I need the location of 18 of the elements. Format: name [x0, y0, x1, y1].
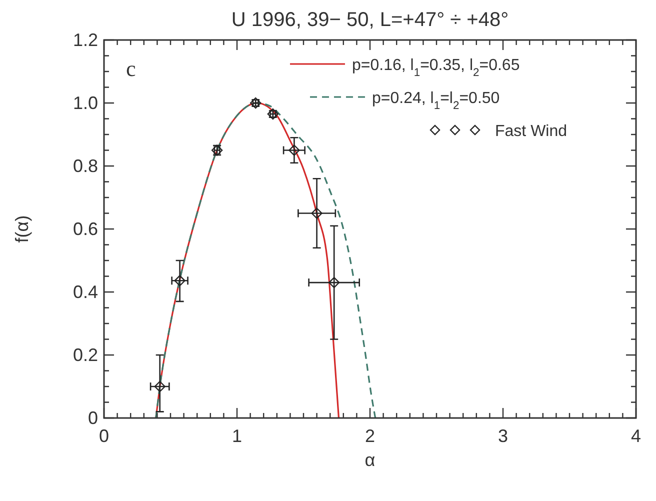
- annotation: c: [126, 56, 136, 81]
- y-axis-title: f(α): [12, 215, 32, 243]
- x-tick-label: 2: [364, 426, 376, 446]
- y-tick-label: 1.0: [72, 93, 98, 113]
- y-tick-label: 0: [88, 408, 98, 428]
- x-tick-label: 4: [630, 426, 642, 446]
- y-tick-label: 0.4: [72, 282, 98, 302]
- y-tick-label: 1.2: [72, 30, 98, 50]
- y-tick-label: 0.8: [72, 156, 98, 176]
- x-tick-label: 1: [232, 426, 242, 446]
- y-tick-label: 0.6: [72, 219, 98, 239]
- legend-label: p=0.24, l$_{1}$=l$_{2}$=0.50: [372, 90, 500, 112]
- y-tick-label: 0.2: [72, 345, 98, 365]
- x-axis-title: α: [364, 450, 376, 470]
- legend-label: p=0.16, l$_{1}$=0.35, l$_{2}$=0.65: [352, 57, 520, 79]
- x-tick-label: 3: [498, 426, 508, 446]
- chart-title: U 1996, 39− 50, L=+47° ÷ +48°: [231, 9, 509, 31]
- legend-label: Fast Wind: [495, 123, 568, 140]
